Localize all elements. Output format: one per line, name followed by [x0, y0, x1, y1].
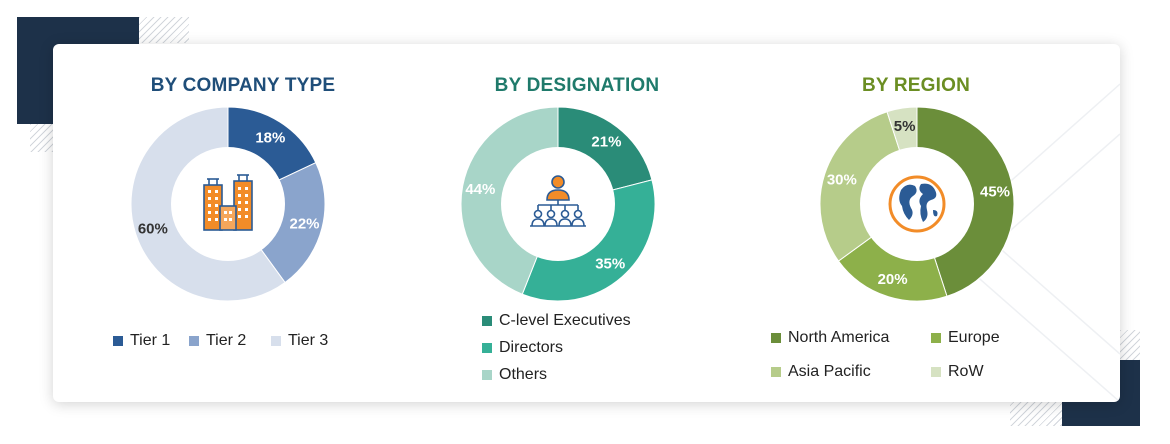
slice-label: 20%: [878, 271, 908, 288]
slice-label: 45%: [980, 184, 1010, 201]
legend-label: Tier 2: [206, 332, 247, 349]
panel-region: BY REGION 45% 20% 30% 5% North America Europ…: [746, 44, 1086, 402]
decor-hatch-top: [139, 17, 189, 43]
donut-region: 45% 20% 30% 5%: [819, 106, 1015, 302]
infographic-card: BY COMPANY TYPE 18% 22% 60%: [53, 44, 1120, 402]
panel-designation: BY DESIGNATION 21% 35% 44% C-level Ex: [407, 44, 747, 402]
panel-company-type: BY COMPANY TYPE 18% 22% 60%: [73, 44, 413, 402]
legend-item-tier-1: Tier 1: [113, 332, 170, 350]
legend-swatch: [482, 343, 492, 353]
legend-item-asia-pacific: Asia Pacific: [771, 363, 871, 381]
decor-hatch-left: [30, 124, 54, 152]
legend-region: North America Europe Asia Pacific RoW: [771, 329, 1071, 389]
decor-hatch-right: [1120, 330, 1140, 360]
legend-swatch: [482, 370, 492, 380]
legend-label: North America: [788, 329, 890, 346]
legend-label: RoW: [948, 363, 984, 380]
legend-item-directors: Directors: [482, 339, 563, 357]
legend-swatch: [931, 333, 941, 343]
chart-title-designation: BY DESIGNATION: [494, 75, 660, 96]
donut-designation: 21% 35% 44%: [460, 106, 656, 302]
donut-hole: [171, 147, 285, 261]
org-chart-icon: [530, 175, 586, 227]
decor-hatch-bottom: [1010, 398, 1062, 426]
legend-item-north-america: North America: [771, 329, 889, 347]
legend-item-tier-3: Tier 3: [271, 332, 328, 350]
legend-swatch: [189, 336, 199, 346]
legend-swatch: [113, 336, 123, 346]
slice-label: 60%: [138, 220, 168, 237]
donut-hole: [860, 147, 974, 261]
legend-swatch: [771, 367, 781, 377]
legend-item-row: RoW: [931, 363, 984, 381]
legend-swatch: [271, 336, 281, 346]
slice-label: 22%: [290, 216, 320, 233]
slice-label: 18%: [255, 129, 285, 146]
slice-label: 5%: [894, 118, 916, 135]
chart-title-region: BY REGION: [861, 75, 971, 96]
legend-label: Directors: [499, 339, 564, 356]
chart-title-company-type: BY COMPANY TYPE: [150, 75, 336, 96]
slice-label: 30%: [827, 172, 857, 189]
slice-label: 21%: [591, 134, 621, 151]
legend-label: Europe: [948, 329, 1000, 346]
legend-label: Asia Pacific: [788, 363, 871, 380]
donut-company-type: 18% 22% 60%: [130, 106, 326, 302]
globe-icon: [888, 175, 946, 233]
legend-label: Others: [499, 366, 548, 383]
legend-designation: C-level Executives Directors Others: [482, 312, 732, 392]
buildings-icon: [203, 174, 253, 231]
legend-item-c-level-executives: C-level Executives: [482, 312, 631, 330]
legend-item-others: Others: [482, 366, 547, 384]
legend-company-type: Tier 1 Tier 2 Tier 3: [113, 332, 413, 356]
slice-label: 44%: [465, 181, 495, 198]
legend-swatch: [931, 367, 941, 377]
legend-swatch: [771, 333, 781, 343]
legend-label: Tier 3: [288, 332, 329, 349]
legend-item-tier-2: Tier 2: [189, 332, 246, 350]
slice-label: 35%: [595, 255, 625, 272]
legend-label: C-level Executives: [499, 312, 631, 329]
legend-label: Tier 1: [130, 332, 171, 349]
legend-item-europe: Europe: [931, 329, 1000, 347]
legend-swatch: [482, 316, 492, 326]
